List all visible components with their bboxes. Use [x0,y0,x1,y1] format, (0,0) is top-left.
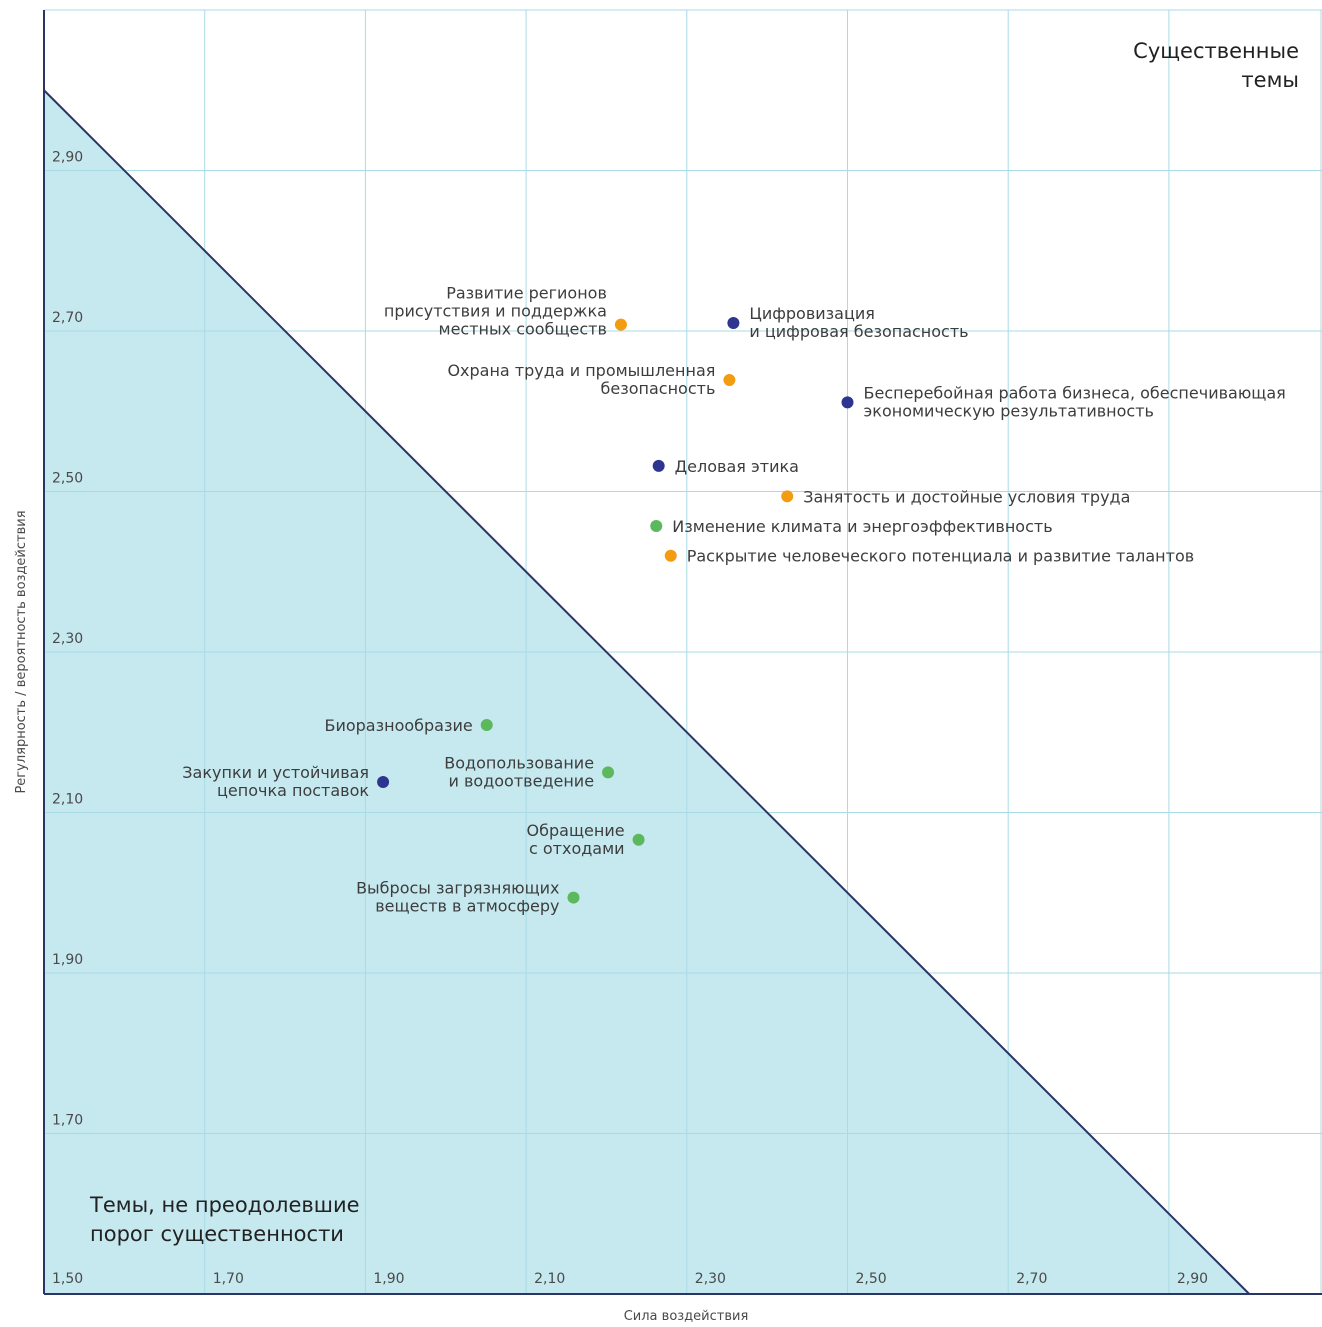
point-label: Деловая этика [675,457,799,476]
zone-label-material: Существенные темы [1133,39,1299,92]
x-tick-label: 1,50 [52,1271,83,1287]
data-point: Занятость и достойные условия труда [781,487,1130,506]
point-label: Охрана труда и промышленная [447,361,715,380]
y-axis-label: Регулярность / вероятность воздействия [14,510,29,793]
point-marker [652,459,665,472]
data-point: Бесперебойная работа бизнеса, обеспечива… [841,383,1286,420]
y-tick-label: 1,90 [52,952,83,968]
point-marker [723,373,736,386]
x-tick-label: 2,90 [1177,1271,1208,1287]
x-tick-label: 2,10 [534,1271,565,1287]
point-label: Выбросы загрязняющих [356,879,559,898]
y-tick-label: 2,10 [52,792,83,808]
point-marker [781,490,794,503]
point-marker [614,318,627,331]
y-tick-label: 2,50 [52,471,83,487]
point-label: Изменение климата и энергоэффективность [672,517,1052,536]
grid-lines [44,9,1322,1294]
threshold-line [43,89,1250,1295]
point-label: присутствия и поддержка [384,302,607,321]
point-label: цепочка поставок [217,781,369,800]
x-tick-label: 2,50 [856,1271,887,1287]
point-label: Развитие регионов [446,284,607,303]
zone-label-non-material-line-1: Темы, не преодолевшие [89,1193,360,1217]
point-marker [727,316,740,329]
point-label: Занятость и достойные условия труда [803,487,1130,506]
point-label: и водоотведение [449,771,595,790]
data-point: Изменение климата и энергоэффективность [650,517,1053,536]
point-label: безопасность [601,379,716,398]
point-label: веществ в атмосферу [375,897,559,916]
y-tick-label: 2,70 [52,310,83,326]
point-label: местных сообществ [439,320,607,339]
point-marker [567,891,580,904]
x-tick-label: 1,70 [213,1271,244,1287]
zone-label-non-material: Темы, не преодолевшие порог существеннос… [89,1193,360,1246]
point-marker [664,549,677,562]
point-label: экономическую результативность [864,401,1154,420]
x-tick-label: 2,70 [1016,1271,1047,1287]
point-marker [841,396,854,409]
data-point: Раскрытие человеческого потенциала и раз… [664,547,1194,566]
point-label: Биоразнообразие [324,716,472,735]
point-label: Раскрытие человеческого потенциала и раз… [687,547,1194,566]
point-label: с отходами [529,839,625,858]
point-label: Бесперебойная работа бизнеса, обеспечива… [864,383,1286,402]
y-tick-label: 2,90 [52,150,83,166]
axes [43,10,1322,1295]
point-marker [650,520,663,533]
point-marker [632,833,645,846]
point-marker [602,766,615,779]
data-point: Биоразнообразие [324,716,493,735]
point-label: и цифровая безопасность [749,322,968,341]
tick-labels: 1,50 1,70 1,90 2,10 2,30 2,50 2,70 2,90 1,70 1,90… [52,150,1208,1288]
zone-label-non-material-line-2: порог существенности [90,1222,344,1246]
y-tick-label: 1,70 [52,1113,83,1129]
point-marker [377,776,390,789]
point-label: Закупки и устойчивая [182,763,369,782]
zone-label-material-line-2: темы [1241,68,1299,92]
point-label: Водопользование [444,753,594,772]
x-tick-label: 2,30 [695,1271,726,1287]
y-tick-label: 2,30 [52,631,83,647]
point-label: Цифровизация [749,304,875,323]
point-label: Обращение [527,821,625,840]
zone-label-material-line-1: Существенные [1133,39,1299,63]
data-point: Деловая этика [652,457,799,476]
point-marker [480,719,493,732]
x-tick-label: 1,90 [373,1271,404,1287]
x-axis-label: Сила воздействия [624,1309,749,1324]
